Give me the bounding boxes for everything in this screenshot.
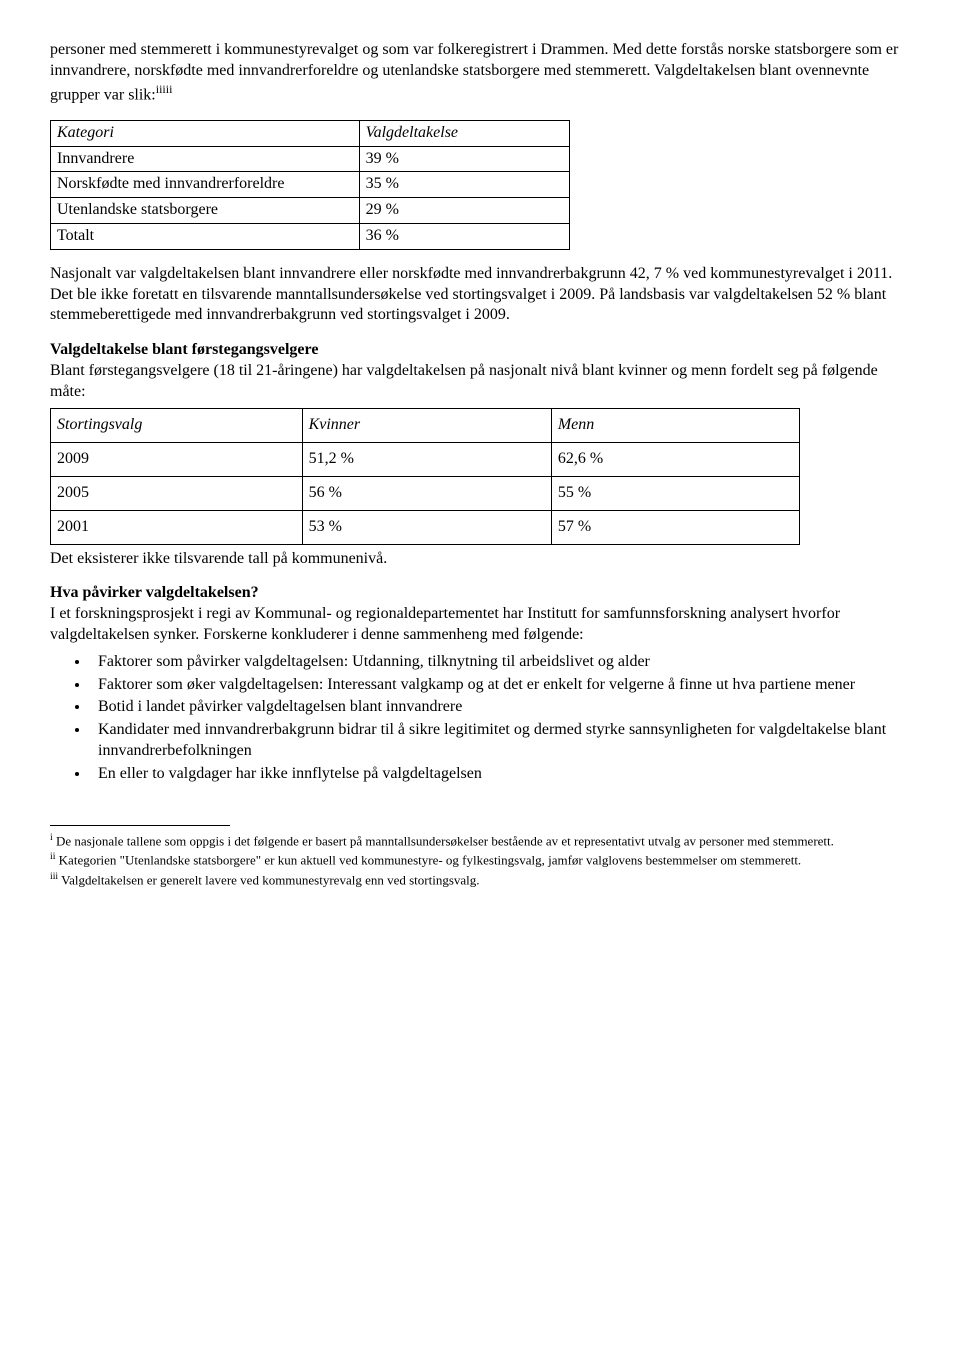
heading-hvapavirker: Hva påvirker valgdeltakelsen? [50, 584, 259, 601]
footnote-text: Valgdeltakelsen er generelt lavere ved k… [58, 872, 479, 887]
cell: 39 % [359, 146, 569, 172]
th-kategori: Kategori [51, 120, 360, 146]
footnote-mark: iii [50, 871, 58, 882]
paragraph-forstegangs: Valgdeltakelse blant førstegangsvelgere … [50, 340, 910, 402]
table-header-row: Kategori Valgdeltakelse [51, 120, 570, 146]
list-item: Kandidater med innvandrerbakgrunn bidrar… [90, 720, 910, 762]
cell: Totalt [51, 223, 360, 249]
cell: 2005 [51, 477, 303, 511]
footnote-text: De nasjonale tallene som oppgis i det fø… [53, 833, 834, 848]
text-forstegangs: Blant førstegangsvelgere (18 til 21-årin… [50, 362, 878, 400]
cell: 36 % [359, 223, 569, 249]
intro-text: personer med stemmerett i kommunestyreva… [50, 41, 898, 103]
cell: 53 % [302, 510, 551, 544]
cell: Innvandrere [51, 146, 360, 172]
footnote-text: Kategorien "Utenlandske statsborgere" er… [55, 853, 801, 868]
cell: 56 % [302, 477, 551, 511]
footnote-separator [50, 825, 230, 826]
th-kvinner: Kvinner [302, 409, 551, 443]
paragraph-kommunenivaa: Det eksisterer ikke tilsvarende tall på … [50, 549, 910, 570]
table-stortingsvalg: Stortingsvalg Kvinner Menn 2009 51,2 % 6… [50, 408, 800, 544]
list-item: Faktorer som øker valgdeltagelsen: Inter… [90, 675, 910, 696]
th-stortingsvalg: Stortingsvalg [51, 409, 303, 443]
cell: 2009 [51, 443, 303, 477]
cell: 51,2 % [302, 443, 551, 477]
table-header-row: Stortingsvalg Kvinner Menn [51, 409, 800, 443]
cell: 2001 [51, 510, 303, 544]
list-item: En eller to valgdager har ikke innflytel… [90, 764, 910, 785]
cell: 57 % [551, 510, 799, 544]
cell: 29 % [359, 198, 569, 224]
table-row: Norskfødte med innvandrerforeldre 35 % [51, 172, 570, 198]
list-item: Faktorer som påvirker valgdeltagelsen: U… [90, 652, 910, 673]
cell: 62,6 % [551, 443, 799, 477]
cell: Norskfødte med innvandrerforeldre [51, 172, 360, 198]
heading-forstegangsvelgere: Valgdeltakelse blant førstegangsvelgere [50, 341, 318, 358]
table-row: 2009 51,2 % 62,6 % [51, 443, 800, 477]
footnote: i De nasjonale tallene som oppgis i det … [50, 832, 910, 850]
footnote: iii Valgdeltakelsen er generelt lavere v… [50, 871, 910, 889]
footnote: ii Kategorien "Utenlandske statsborgere"… [50, 851, 910, 869]
footnotes: i De nasjonale tallene som oppgis i det … [50, 832, 910, 889]
th-valgdeltakelse: Valgdeltakelse [359, 120, 569, 146]
table-row: Utenlandske statsborgere 29 % [51, 198, 570, 224]
paragraph-nasjonalt: Nasjonalt var valgdeltakelsen blant innv… [50, 264, 910, 326]
list-item: Botid i landet påvirker valgdeltagelsen … [90, 697, 910, 718]
cell: 55 % [551, 477, 799, 511]
table-row: 2001 53 % 57 % [51, 510, 800, 544]
table-row: 2005 56 % 55 % [51, 477, 800, 511]
table-row: Totalt 36 % [51, 223, 570, 249]
paragraph-intro: personer med stemmerett i kommunestyreva… [50, 40, 910, 106]
bullet-list: Faktorer som påvirker valgdeltagelsen: U… [50, 652, 910, 785]
cell: Utenlandske statsborgere [51, 198, 360, 224]
table-row: Innvandrere 39 % [51, 146, 570, 172]
th-menn: Menn [551, 409, 799, 443]
text-hvapavirker: I et forskningsprosjekt i regi av Kommun… [50, 605, 840, 643]
intro-footnote-ref: iiiii [156, 82, 173, 96]
paragraph-hvapavirker: Hva påvirker valgdeltakelsen? I et forsk… [50, 583, 910, 645]
table-valgdeltakelse: Kategori Valgdeltakelse Innvandrere 39 %… [50, 120, 570, 250]
cell: 35 % [359, 172, 569, 198]
